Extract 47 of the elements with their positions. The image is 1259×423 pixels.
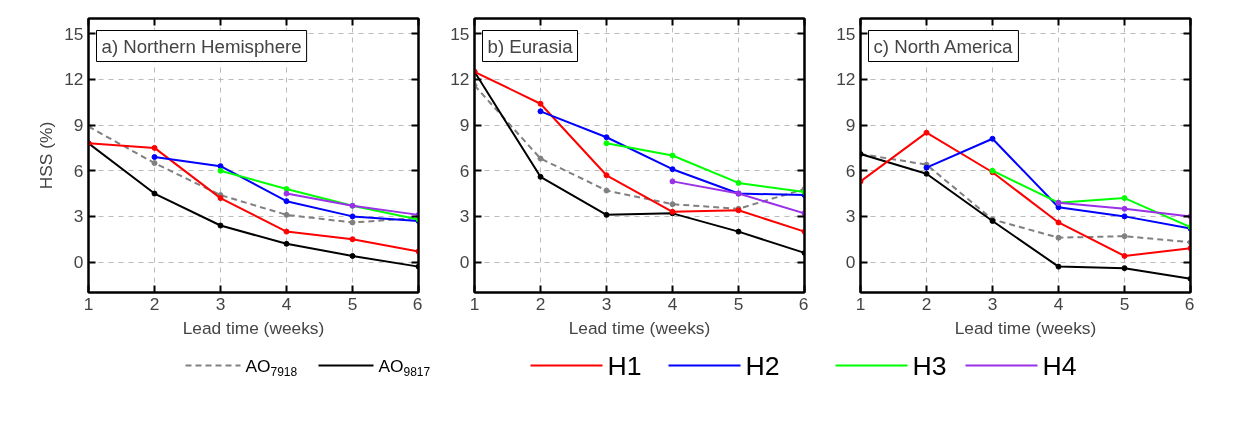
y-tick-label: 3 bbox=[845, 206, 856, 227]
y-tick-label: 12 bbox=[64, 69, 84, 90]
y-tick-label: 15 bbox=[450, 23, 470, 44]
x-tick-label: 1 bbox=[469, 293, 480, 314]
y-tick-label: 0 bbox=[459, 252, 470, 273]
y-tick-label: 6 bbox=[73, 160, 84, 181]
text: a) Northern Hemisphere bbox=[101, 35, 302, 57]
legend-label: H2 bbox=[745, 350, 780, 381]
y-tick-label: 6 bbox=[845, 160, 856, 181]
y-tick-label: 15 bbox=[836, 23, 856, 44]
x-tick-label: 3 bbox=[987, 293, 998, 314]
x-tick-label: 3 bbox=[215, 293, 226, 314]
x-tick-label: 5 bbox=[1119, 293, 1130, 314]
x-axis-title: Lead time (weeks) bbox=[568, 317, 711, 338]
x-tick-label: 2 bbox=[149, 293, 160, 314]
x-tick-label: 6 bbox=[1184, 293, 1195, 314]
x-tick-label: 2 bbox=[535, 293, 546, 314]
y-tick-label: 12 bbox=[836, 69, 856, 90]
x-tick-label: 6 bbox=[798, 293, 809, 314]
y-tick-label: 6 bbox=[459, 160, 470, 181]
y-tick-label: 3 bbox=[459, 206, 470, 227]
legend-label: H4 bbox=[1042, 350, 1077, 381]
x-tick-label: 5 bbox=[733, 293, 744, 314]
y-tick-label: 0 bbox=[73, 252, 84, 273]
x-tick-label: 4 bbox=[667, 293, 678, 314]
y-tick-label: 9 bbox=[459, 115, 470, 136]
x-tick-label: 3 bbox=[601, 293, 612, 314]
x-tick-label: 2 bbox=[921, 293, 932, 314]
y-tick-label: 9 bbox=[845, 115, 856, 136]
y-axis-title: HSS (%) bbox=[36, 121, 57, 190]
y-tick-label: 3 bbox=[73, 206, 84, 227]
x-tick-label: 1 bbox=[855, 293, 866, 314]
y-tick-label: 9 bbox=[73, 115, 84, 136]
x-tick-label: 4 bbox=[281, 293, 292, 314]
legend-label: H1 bbox=[607, 350, 642, 381]
y-tick-label: 12 bbox=[450, 69, 470, 90]
legend-label: H3 bbox=[912, 350, 947, 381]
y-tick-label: 15 bbox=[64, 23, 84, 44]
x-axis-title: Lead time (weeks) bbox=[954, 317, 1097, 338]
x-axis-title: Lead time (weeks) bbox=[182, 317, 325, 338]
text: b) Eurasia bbox=[487, 35, 574, 57]
x-tick-label: 6 bbox=[412, 293, 423, 314]
text: c) North America bbox=[873, 35, 1014, 57]
x-tick-label: 1 bbox=[83, 293, 94, 314]
x-tick-label: 4 bbox=[1053, 293, 1064, 314]
x-tick-label: 5 bbox=[347, 293, 358, 314]
y-tick-label: 0 bbox=[845, 252, 856, 273]
